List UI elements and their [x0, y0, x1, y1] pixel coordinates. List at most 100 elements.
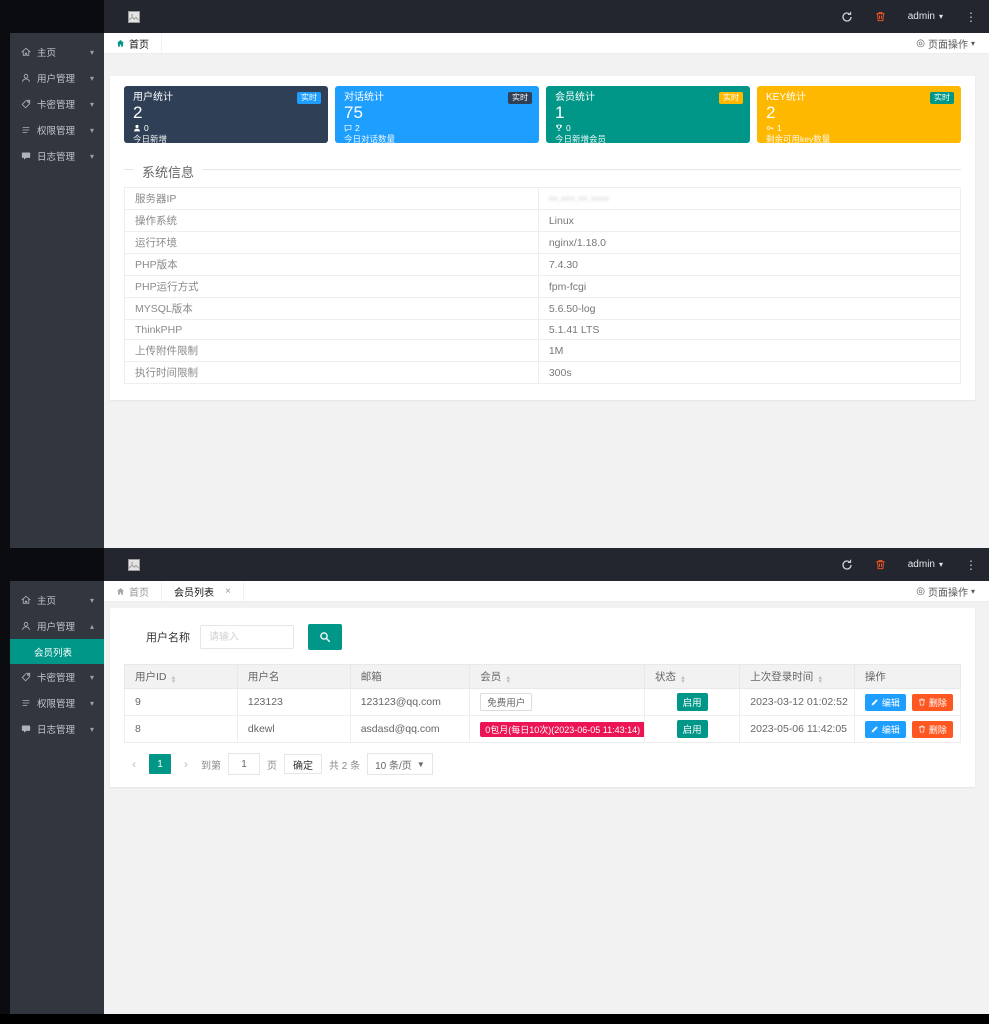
home-icon	[116, 39, 125, 48]
realtime-badge: 实时	[297, 92, 321, 104]
sidebar-item-logs[interactable]: 日志管理 ▾	[0, 716, 104, 742]
sidebar-item-home[interactable]: 主页 ▾	[0, 587, 104, 613]
sidebar-item-label: 用户管理	[37, 74, 76, 85]
column-header-member[interactable]: 会员 ▲ ▼	[469, 664, 645, 689]
chevron-down-icon: ▾	[89, 151, 94, 161]
more-vertical-icon[interactable]: ⋮	[965, 9, 977, 24]
broken-image-icon	[128, 558, 140, 571]
tab-home[interactable]: 首页	[104, 581, 162, 601]
table-row: 服务器IP ••.•••.••.••••	[124, 187, 962, 210]
card-value: 75	[344, 103, 363, 122]
home-icon	[116, 587, 125, 596]
chevron-down-icon: ▾	[89, 595, 94, 605]
admin-user-menu[interactable]: admin ▾	[908, 11, 943, 22]
sidebar-item-users-expanded[interactable]: 用户管理 ▴	[0, 613, 104, 639]
sort-icon[interactable]: ▲ ▼	[170, 675, 177, 685]
column-header-last-login[interactable]: 上次登录时间 ▲ ▼	[739, 664, 855, 689]
column-header-status[interactable]: 状态 ▲ ▼	[643, 664, 741, 689]
pagination-total: 共 2 条	[329, 760, 361, 772]
list-icon	[21, 125, 32, 135]
page-actions-label: 页面操作	[927, 587, 968, 599]
gear-icon: ◎	[916, 585, 925, 597]
page-actions-dropdown[interactable]: ◎ 页面操作 ▾	[916, 581, 975, 601]
home-icon	[21, 47, 32, 57]
delete-button[interactable]: 删除	[911, 693, 953, 711]
table-row: 执行时间限制 300s	[124, 361, 962, 384]
edit-button[interactable]: 编辑	[864, 720, 906, 738]
sidebar-item-permissions[interactable]: 权限管理 ▾	[0, 117, 104, 143]
home-icon	[21, 595, 32, 605]
pagination-page-input[interactable]	[228, 753, 260, 775]
close-icon[interactable]: ×	[225, 585, 231, 597]
stat-cards-row: 用户统计 实时 2 0 今日新增 对话统计 实时 75	[124, 86, 961, 143]
table-row: 操作系统 Linux	[124, 209, 962, 232]
stat-card-chats: 对话统计 实时 75 2 今日对话数量	[335, 86, 539, 143]
section-title: 系统信息	[134, 162, 203, 181]
admin-user-menu[interactable]: admin ▾	[908, 559, 943, 570]
card-icon-count: 2	[355, 122, 360, 133]
comment-icon	[21, 151, 32, 161]
refresh-icon[interactable]	[841, 11, 853, 23]
page-actions-dropdown[interactable]: ◎ 页面操作 ▾	[916, 33, 975, 53]
sidebar: 主页 ▾ 用户管理 ▴ 会员列表 卡密管理 ▾ 权	[0, 581, 104, 1014]
sidebar-subitem-label: 会员列表	[34, 647, 73, 659]
sidebar-item-users[interactable]: 用户管理 ▾	[0, 65, 104, 91]
sidebar-item-permissions[interactable]: 权限管理 ▾	[0, 690, 104, 716]
tab-member-list[interactable]: 会员列表 ×	[162, 581, 244, 601]
status-badge: 启用	[676, 693, 708, 711]
sidebar-item-home[interactable]: 主页 ▾	[0, 39, 104, 65]
chevron-down-icon: ▾	[89, 724, 94, 734]
card-title: 对话统计	[344, 92, 384, 103]
sidebar-subitem-member-list[interactable]: 会员列表	[0, 639, 104, 664]
pagination-prev[interactable]: ‹	[132, 757, 136, 771]
trash-icon	[918, 725, 926, 733]
column-header-user-id[interactable]: 用户ID ▲ ▼	[124, 664, 238, 689]
pagination-page-1[interactable]: 1	[149, 754, 171, 774]
tab-home[interactable]: 首页	[104, 33, 162, 53]
broken-image-icon	[128, 10, 140, 23]
delete-button[interactable]: 删除	[911, 720, 953, 738]
sidebar-item-cards[interactable]: 卡密管理 ▾	[0, 664, 104, 690]
sidebar-item-cards[interactable]: 卡密管理 ▾	[0, 91, 104, 117]
sort-icon[interactable]: ▲ ▼	[679, 675, 686, 685]
edit-button[interactable]: 编辑	[864, 693, 906, 711]
chevron-down-icon: ▾	[938, 560, 943, 569]
user-icon	[21, 621, 32, 631]
member-type-badge: 0包月(每日10次)(2023-06-05 11:43:14)	[480, 721, 644, 737]
pagination-confirm-button[interactable]: 确定	[284, 754, 322, 774]
table-header-row: 用户ID ▲ ▼ 用户名 邮箱 会员 ▲ ▼ 状态 ▲ ▼ 上次登录时间 ▲ ▼ 操作	[124, 664, 962, 689]
clear-cache-trash-icon[interactable]	[875, 559, 886, 570]
card-subtitle: 今日新增会员	[555, 133, 607, 143]
more-vertical-icon[interactable]: ⋮	[965, 557, 977, 572]
trash-icon	[918, 698, 926, 706]
search-button[interactable]	[308, 624, 342, 650]
column-header-email: 邮箱	[349, 664, 471, 689]
sidebar-item-label: 权限管理	[37, 126, 76, 137]
card-icon-count: 0	[566, 122, 571, 133]
sidebar-item-label: 卡密管理	[37, 673, 76, 684]
stat-card-members: 会员统计 实时 1 0 今日新增会员	[546, 86, 750, 143]
sort-icon[interactable]: ▲ ▼	[505, 675, 512, 685]
card-title: 用户统计	[133, 92, 173, 103]
chevron-down-icon: ▾	[89, 73, 94, 83]
chevron-down-icon: ▾	[89, 698, 94, 708]
cell-user-id: 8	[124, 715, 238, 743]
sort-icon[interactable]: ▲ ▼	[817, 675, 824, 685]
cell-username: 123123	[236, 688, 351, 716]
clear-cache-trash-icon[interactable]	[875, 11, 886, 22]
stat-card-users: 用户统计 实时 2 0 今日新增	[124, 86, 328, 143]
chevron-down-icon: ▾	[938, 12, 943, 21]
page-size-select[interactable]: 10 条/页 ▼	[367, 753, 433, 775]
left-edge-strip	[0, 548, 10, 1014]
username-search-input[interactable]	[200, 625, 294, 649]
page-size-value: 10 条/页	[375, 760, 412, 772]
status-badge: 启用	[676, 720, 708, 738]
admin-username: admin	[907, 559, 935, 570]
realtime-badge: 实时	[930, 92, 954, 104]
tab-bar: 首页 ◎ 页面操作 ▾	[104, 33, 989, 54]
pagination-next[interactable]: ›	[184, 757, 188, 771]
refresh-icon[interactable]	[841, 559, 853, 571]
sidebar-item-logs[interactable]: 日志管理 ▾	[0, 143, 104, 169]
chevron-down-icon: ▾	[970, 586, 975, 596]
